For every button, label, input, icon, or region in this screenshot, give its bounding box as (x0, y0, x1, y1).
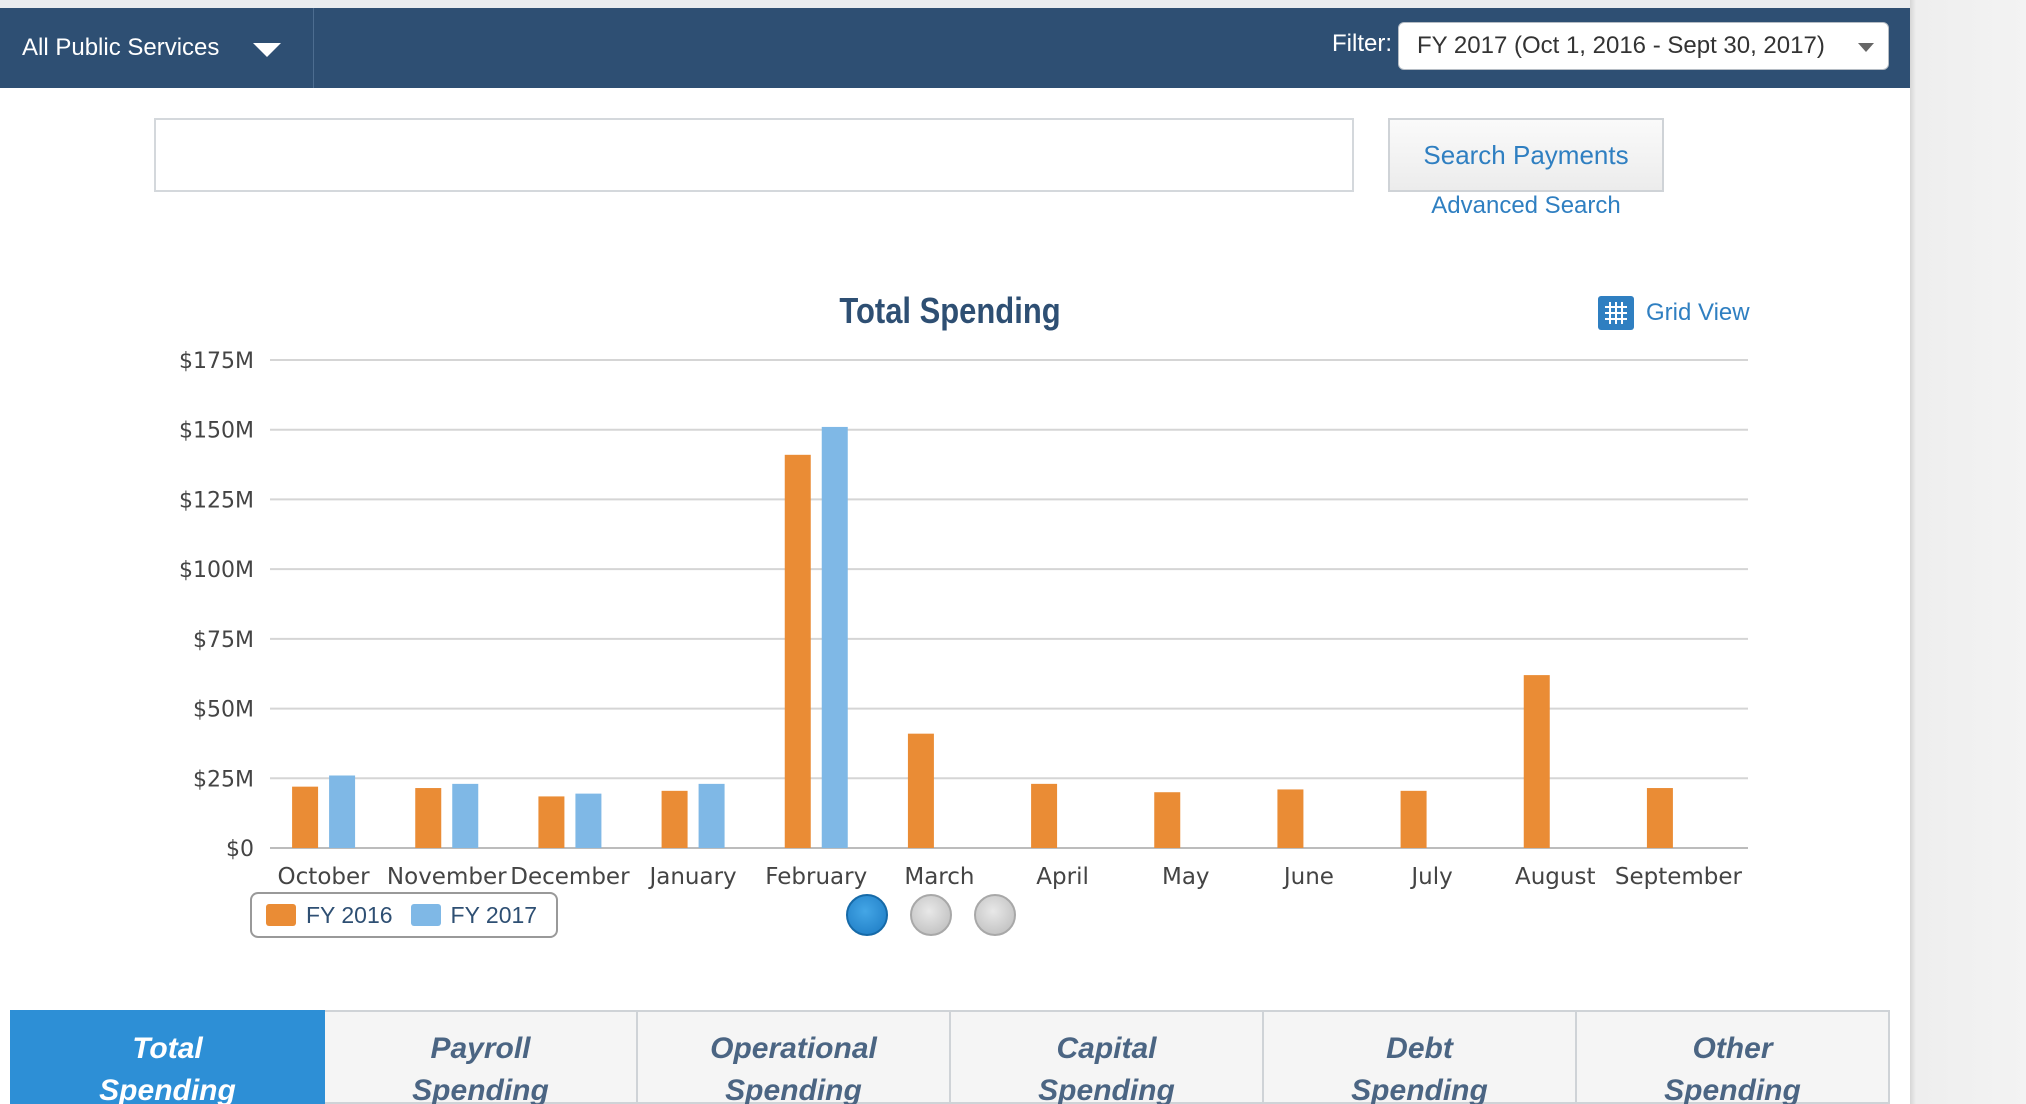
legend-swatch-fy2016 (266, 904, 296, 926)
bar-fy2016 (538, 796, 565, 848)
x-tick-label: May (1162, 864, 1210, 890)
tab-total-spending[interactable]: Total Spending (10, 1010, 325, 1104)
tab-capital-spending[interactable]: Capital Spending (951, 1010, 1264, 1104)
x-tick-label: July (1409, 864, 1452, 890)
tab-label-line1: Payroll (430, 1032, 531, 1065)
tab-other-spending[interactable]: Other Spending (1577, 1010, 1890, 1104)
chart-legend: FY 2016 FY 2017 (250, 892, 558, 938)
chevron-down-icon (253, 43, 281, 57)
tab-label-line2: Spending (1351, 1074, 1488, 1104)
tab-label-line2: Spending (725, 1074, 862, 1104)
bar-fy2017 (452, 783, 479, 848)
fiscal-year-select[interactable]: FY 2017 (Oct 1, 2016 - Sept 30, 2017) (1398, 22, 1889, 70)
y-tick-label: $150M (179, 419, 254, 444)
service-dropdown[interactable]: All Public Services (0, 8, 314, 88)
x-tick-label: October (278, 864, 371, 890)
bar-fy2016 (1523, 675, 1550, 848)
bar-fy2016 (1400, 790, 1427, 848)
tab-label-line1: Other (1692, 1032, 1773, 1065)
y-tick-label: $100M (179, 558, 254, 583)
bar-fy2017 (329, 775, 356, 848)
x-tick-label: September (1615, 864, 1743, 890)
x-tick-label: December (510, 864, 630, 890)
y-tick-label: $125M (179, 488, 254, 513)
spending-tabs: Total Spending Payroll Spending Operatio… (10, 1010, 1890, 1104)
total-spending-chart: $0 $25M $50M $75M $100M $125M $150M $175M Octobe… (179, 349, 1748, 890)
caret-down-icon (1858, 43, 1874, 52)
tab-label-line1: Debt (1386, 1032, 1453, 1065)
legend-label-fy2016[interactable]: FY 2016 (306, 901, 393, 928)
bar-fy2017 (821, 426, 848, 848)
tab-label-line2: Spending (1664, 1074, 1801, 1104)
top-navigation-bar: All Public Services Filter: FY 2017 (Oct… (0, 0, 1910, 88)
page-edge (1910, 0, 2026, 1104)
grid-view-button[interactable]: Grid View (1598, 296, 1750, 330)
grid-icon (1598, 296, 1634, 330)
bar-fy2016 (1154, 792, 1181, 848)
bar-fy2016 (1031, 783, 1058, 848)
bar-fy2017 (698, 783, 725, 848)
chart-title: Total Spending (839, 290, 1061, 331)
x-tick-label: January (647, 864, 736, 890)
bar-fy2016 (784, 454, 811, 848)
legend-swatch-fy2017 (410, 904, 441, 926)
y-tick-label: $25M (193, 767, 254, 792)
grid-view-label: Grid View (1646, 299, 1750, 326)
bar-fy2016 (1277, 789, 1304, 848)
tab-label-line2: Spending (1038, 1074, 1175, 1104)
tab-label-line1: Total (132, 1032, 203, 1065)
bar-fy2016 (1646, 788, 1673, 848)
x-tick-label: March (904, 864, 974, 890)
bar-fy2016 (292, 786, 319, 848)
tab-debt-spending[interactable]: Debt Spending (1264, 1010, 1577, 1104)
x-tick-label: February (765, 864, 867, 890)
y-tick-label: $0 (226, 837, 254, 862)
advanced-search-link[interactable]: Advanced Search (1431, 192, 1621, 219)
bar-fy2016 (907, 733, 934, 848)
pager-dot-1[interactable] (846, 894, 888, 936)
tab-payroll-spending[interactable]: Payroll Spending (325, 1010, 638, 1104)
x-tick-label: June (1282, 864, 1334, 890)
y-tick-label: $75M (193, 628, 254, 653)
x-tick-label: November (387, 864, 507, 890)
top-stripe (0, 0, 1910, 8)
x-tick-label: August (1515, 864, 1596, 890)
search-payments-button[interactable]: Search Payments (1388, 118, 1664, 192)
legend-label-fy2017[interactable]: FY 2017 (450, 901, 538, 928)
bar-fy2016 (661, 790, 688, 848)
pager-dot-2[interactable] (910, 894, 952, 936)
search-input[interactable] (154, 118, 1354, 192)
pager-dot-3[interactable] (974, 894, 1016, 936)
tab-label-line2: Spending (99, 1074, 236, 1104)
x-tick-label: April (1036, 864, 1089, 890)
fiscal-year-select-value: FY 2017 (Oct 1, 2016 - Sept 30, 2017) (1417, 32, 1825, 59)
y-tick-label: $50M (193, 698, 254, 723)
tab-operational-spending[interactable]: Operational Spending (638, 1010, 951, 1104)
tab-label-line1: Operational (710, 1032, 877, 1065)
y-tick-label: $175M (179, 349, 254, 374)
tab-label-line2: Spending (412, 1074, 549, 1104)
service-dropdown-label: All Public Services (22, 34, 220, 61)
bar-fy2016 (415, 788, 442, 848)
bar-fy2017 (575, 793, 602, 848)
tab-label-line1: Capital (1056, 1032, 1157, 1065)
filter-label: Filter: (1332, 30, 1392, 57)
